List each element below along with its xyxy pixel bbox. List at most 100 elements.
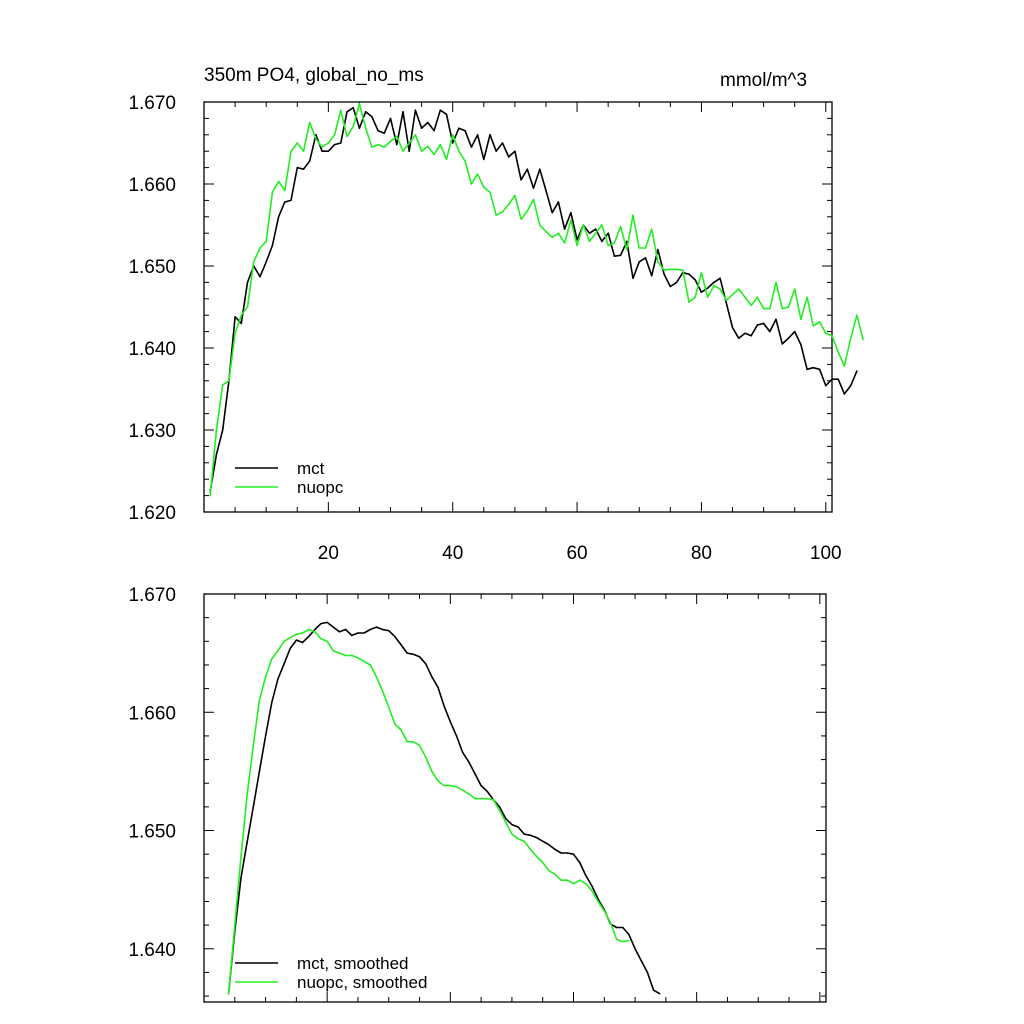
bottom-data-point-mct-smoothed (400, 644, 402, 646)
top-data-point-mct (831, 378, 833, 380)
top-data-point-mct (812, 367, 814, 369)
top-data-point-mct (489, 134, 491, 136)
top-data-point-nuopc (862, 339, 864, 341)
top-data-point-nuopc (532, 198, 535, 201)
top-data-point-nuopc (706, 296, 709, 298)
top-data-point-mct (396, 143, 398, 146)
top-data-point-mct (545, 189, 547, 192)
bottom-data-point-mct-smoothed (622, 926, 624, 929)
top-data-point-nuopc (290, 150, 292, 152)
top-data-point-mct (576, 239, 578, 241)
top-data-point-mct (806, 368, 808, 370)
top-data-point-nuopc (638, 247, 640, 249)
top-data-point-nuopc (850, 337, 852, 339)
top-data-point-nuopc (588, 240, 591, 243)
top-data-point-nuopc (756, 296, 759, 298)
top-data-point-nuopc (445, 158, 448, 161)
top-data-point-nuopc (794, 288, 796, 290)
bottom-data-point-mct-smoothed (332, 626, 334, 628)
top-data-point-mct (439, 109, 441, 111)
top-data-point-mct (794, 330, 796, 333)
top-data-point-mct (495, 150, 497, 152)
top-data-point-mct (520, 179, 522, 181)
top-data-point-mct (265, 261, 267, 263)
top-data-point-mct (632, 277, 634, 279)
bottom-data-point-nuopc-smoothed (535, 855, 538, 858)
top-data-point-mct (738, 337, 740, 339)
top-data-point-nuopc (296, 142, 298, 144)
top-data-point-mct (309, 160, 311, 162)
bottom-data-point-mct-smoothed (560, 852, 562, 854)
top-series-line-nuopc (209, 102, 864, 496)
bottom-data-point-nuopc-smoothed (455, 786, 458, 788)
top-data-point-mct (688, 273, 690, 275)
top-data-point-nuopc (725, 299, 727, 302)
top-data-point-mct (613, 255, 616, 257)
top-data-point-nuopc (408, 142, 410, 144)
bottom-data-point-nuopc-smoothed (529, 848, 532, 851)
top-data-point-nuopc (333, 134, 336, 136)
top-data-point-mct (414, 109, 417, 111)
top-y-tick-label: 1.670 (128, 93, 176, 114)
top-data-point-mct (756, 324, 759, 326)
top-data-point-nuopc (346, 135, 348, 138)
top-data-point-mct (259, 276, 261, 278)
bottom-data-point-nuopc-smoothed (234, 924, 236, 926)
bottom-data-point-mct-smoothed (351, 634, 353, 637)
top-data-point-nuopc (327, 142, 330, 144)
bottom-data-point-nuopc-smoothed (381, 690, 384, 692)
top-data-point-nuopc (657, 261, 659, 263)
bottom-data-point-mct-smoothed (566, 852, 568, 854)
top-data-point-mct (818, 368, 821, 370)
bottom-data-point-mct-smoothed (394, 635, 396, 638)
bottom-data-point-nuopc-smoothed (566, 879, 568, 881)
bottom-data-point-nuopc-smoothed (246, 794, 248, 796)
bottom-data-point-nuopc-smoothed (283, 640, 285, 642)
bottom-y-tick-label: 1.650 (128, 822, 176, 843)
bottom-data-point-nuopc-smoothed (412, 741, 415, 743)
bottom-data-point-nuopc-smoothed (375, 676, 378, 678)
top-data-point-mct (856, 370, 858, 372)
bottom-data-point-mct-smoothed (375, 626, 378, 628)
bottom-data-point-mct-smoothed (628, 933, 630, 936)
top-data-point-nuopc (781, 307, 783, 310)
top-data-point-nuopc (843, 365, 846, 367)
top-data-point-nuopc (352, 125, 354, 128)
bottom-data-point-nuopc-smoothed (338, 652, 341, 654)
top-data-point-mct (532, 187, 535, 189)
bottom-data-point-mct-smoothed (474, 773, 476, 775)
bottom-data-point-mct-smoothed (480, 784, 482, 787)
bottom-data-point-nuopc-smoothed (277, 650, 279, 652)
top-data-point-nuopc (520, 218, 522, 220)
top-data-point-mct (222, 429, 224, 431)
top-legend-label-nuopc: nuopc (297, 478, 344, 497)
top-data-point-nuopc (271, 191, 274, 193)
bottom-data-point-nuopc-smoothed (314, 631, 316, 633)
top-data-point-nuopc (619, 225, 622, 228)
top-x-tick-label: 40 (442, 543, 463, 564)
bottom-data-point-nuopc-smoothed (437, 780, 439, 782)
top-data-point-mct (570, 212, 572, 214)
bottom-data-point-nuopc-smoothed (554, 873, 556, 875)
top-data-point-mct (669, 285, 671, 288)
bottom-series-line-nuopc-smoothed (227, 628, 630, 994)
top-data-point-nuopc (383, 146, 385, 148)
bottom-data-point-nuopc-smoothed (271, 658, 273, 660)
top-data-point-mct (526, 168, 528, 170)
bottom-data-point-nuopc-smoothed (523, 840, 525, 842)
top-data-point-mct (595, 228, 597, 230)
top-data-point-nuopc (526, 210, 528, 212)
bottom-data-point-nuopc-smoothed (351, 654, 353, 657)
top-data-point-nuopc (632, 214, 634, 216)
top-data-point-mct (315, 134, 317, 136)
top-data-point-nuopc (787, 306, 790, 308)
top-data-point-nuopc (762, 307, 765, 310)
bottom-data-point-nuopc-smoothed (289, 637, 291, 639)
top-data-point-mct (762, 322, 765, 325)
bottom-data-point-nuopc-smoothed (492, 799, 495, 801)
bottom-data-point-mct-smoothed (388, 630, 390, 632)
top-data-point-mct (302, 168, 305, 170)
top-data-point-nuopc (675, 268, 678, 270)
top-data-point-mct (601, 240, 603, 243)
top-data-point-mct (383, 132, 385, 134)
